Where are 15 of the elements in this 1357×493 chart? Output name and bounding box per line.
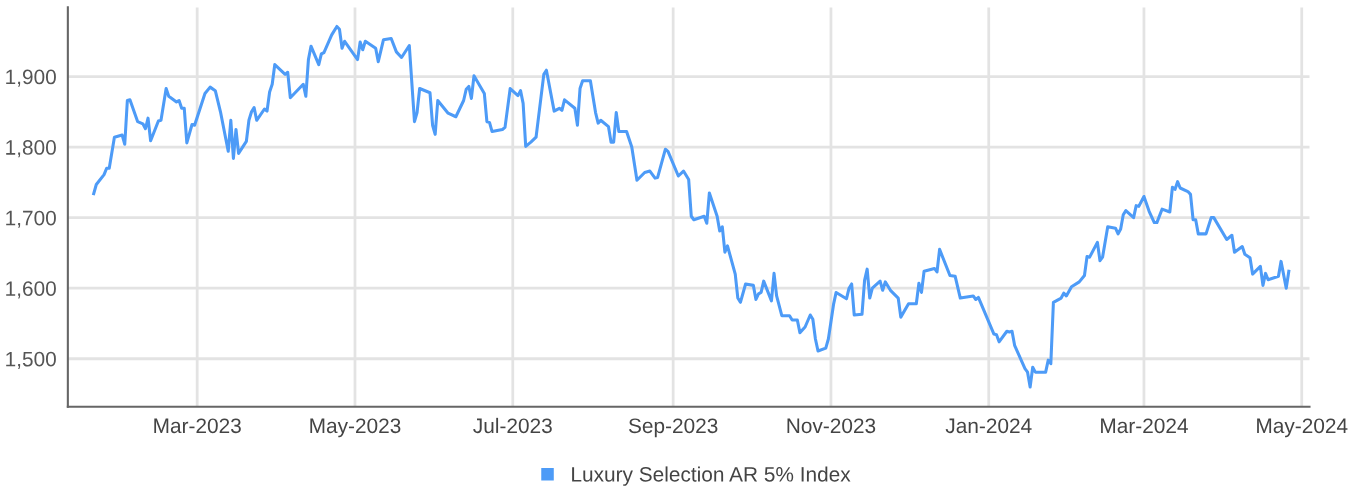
x-tick-label: Nov-2023 [787,418,876,434]
y-tick-label: 1,600 [6,281,56,299]
x-tick-label: Mar-2023 [154,418,241,434]
y-tick-label: 1,700 [6,210,56,228]
y-tick-label: 1,500 [6,351,56,369]
x-tick-label: May-2024 [1257,418,1348,438]
legend-label: Luxury Selection AR 5% Index [572,466,851,486]
line-series [92,24,1291,389]
x-tick-label: Mar-2024 [1101,418,1188,434]
y-tick-label: 1,900 [6,69,56,87]
y-tick-label: 1,800 [6,140,56,158]
x-tick-label: Jul-2023 [473,417,552,434]
x-tick-label: May-2023 [310,418,401,438]
x-tick-label: Sep-2023 [628,418,718,438]
x-tick-label: Jan-2024 [945,418,1032,434]
